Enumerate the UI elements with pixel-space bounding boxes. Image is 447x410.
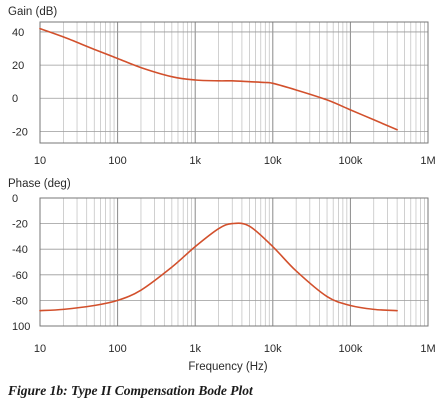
phase-x-tick-label: 10k (264, 343, 282, 355)
gain-plot-panel: 40 20 0 -20 10 100 1k 10k 100k 1M Gain (dB) (8, 6, 436, 167)
gain-x-tick-label: 10k (264, 155, 282, 167)
gain-y-tick-label: 20 (12, 60, 24, 72)
phase-y-tick-label: 0 (12, 193, 18, 205)
gain-response-line (39, 27, 398, 131)
phase-x-tick-label: 100k (338, 343, 362, 355)
phase-y-tick-label: -60 (12, 270, 28, 282)
phase-plot-area (40, 198, 428, 326)
phase-y-tick-label: -80 (12, 295, 28, 307)
phase-y-tick-label: -20 (12, 219, 28, 231)
phase-x-axis-title: Frequency (Hz) (188, 361, 267, 373)
phase-plot-border (39, 197, 429, 327)
phase-y-tick-label: 100 (12, 321, 30, 333)
gain-x-tick-label: 100k (338, 155, 362, 167)
phase-x-tick-label: 100 (108, 343, 126, 355)
gain-y-tick-label: 0 (12, 93, 18, 105)
phase-plot-panel: 0 -20 -40 -60 -80 100 10 100 1k 10k 100k 1M Phase (d… (8, 178, 436, 373)
gain-plot-area (40, 22, 428, 143)
phase-y-axis-title: Phase (deg) (8, 178, 71, 190)
gain-x-tick-label: 100 (108, 155, 126, 167)
gain-x-tick-label: 1M (420, 155, 435, 167)
phase-x-tick-label: 1k (189, 343, 201, 355)
gain-y-tick-label: 40 (12, 27, 24, 39)
phase-y-tick-label: -40 (12, 244, 28, 256)
gain-y-axis-title: Gain (dB) (8, 6, 57, 18)
gain-x-tick-label: 1k (189, 155, 201, 167)
gain-y-tick-label: -20 (12, 126, 28, 138)
figure-caption: Figure 1b: Type II Compensation Bode Plo… (8, 383, 253, 398)
phase-x-tick-label: 1M (420, 343, 435, 355)
phase-x-tick-label: 10 (34, 343, 46, 355)
phase-response-line (39, 222, 398, 312)
gain-x-tick-label: 10 (34, 155, 46, 167)
gain-plot-border (39, 21, 429, 144)
